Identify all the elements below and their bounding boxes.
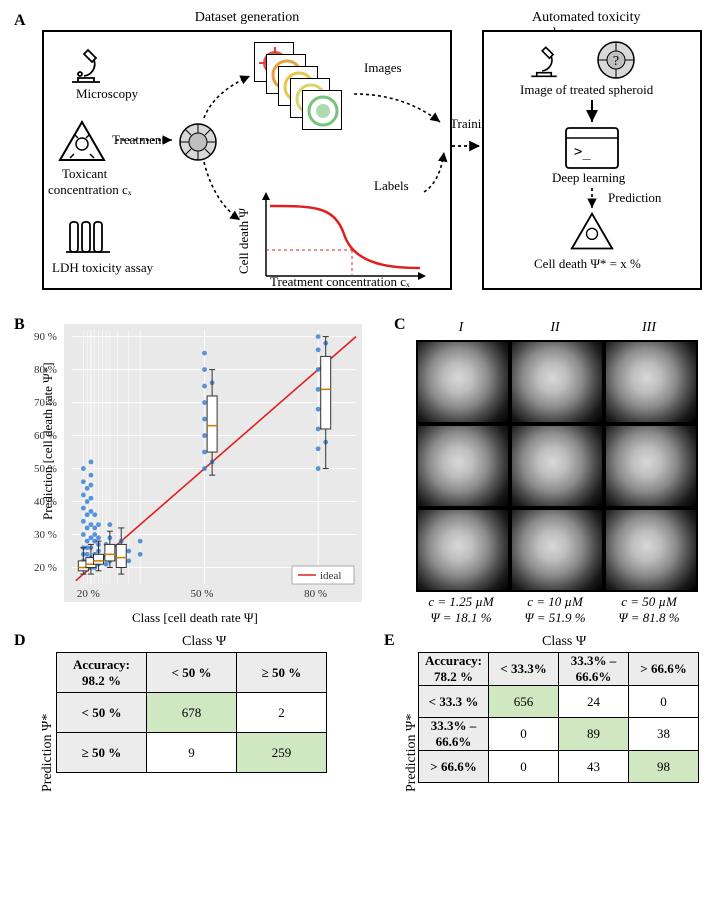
svg-text:ideal: ideal	[320, 570, 341, 582]
d-top: Class Ψ	[182, 634, 226, 650]
panel-c: C I II III c = 1.25 µM Ψ = 18.1 % c = 10…	[394, 322, 714, 630]
terminal-icon: >_	[564, 126, 620, 170]
panels-de: D E Class Ψ Prediction Ψ* Accuracy:98.2 …	[12, 632, 712, 832]
panel-c-label: C	[394, 316, 406, 334]
spheroid-icon	[176, 120, 220, 164]
toxicant-out-icon	[568, 210, 616, 254]
arrow-training	[452, 134, 486, 158]
cap2c: c = 10 µM	[527, 594, 583, 609]
cap2p: Ψ = 51.9 %	[524, 610, 585, 625]
cap2: c = 10 µM Ψ = 51.9 %	[508, 594, 602, 627]
sph-3-1	[418, 510, 508, 590]
sph-2-3	[606, 426, 696, 506]
svg-text:?: ?	[613, 54, 619, 69]
mini-dose-chart: Cell death Ψ Treatment concentration cₓ	[244, 190, 434, 290]
sph-3-2	[512, 510, 602, 590]
spheroid-grid	[416, 340, 698, 592]
sph-3-3	[606, 510, 696, 590]
label-treatment: Treatment	[112, 132, 165, 148]
cap3: c = 50 µM Ψ = 81.8 %	[602, 594, 696, 627]
microscope2-icon	[524, 40, 564, 80]
cap1: c = 1.25 µM Ψ = 18.1 %	[414, 594, 508, 627]
box-readout: ? Image of treated spheroid >_ Deep lear…	[482, 30, 702, 290]
label-cd-out: Cell death Ψ* = x %	[534, 256, 641, 272]
title-dataset-generation: Dataset generation	[195, 10, 300, 26]
toxicant-icon	[56, 118, 108, 166]
d-left: Prediction Ψ*	[40, 714, 56, 792]
sph-1-1	[418, 342, 508, 422]
panel-b-label: B	[14, 316, 25, 334]
label-toxicant2: concentration cₓ	[48, 182, 132, 198]
panel-e-label: E	[384, 632, 395, 650]
label-prediction: Prediction	[608, 190, 661, 206]
spheroid-q-icon: ?	[594, 38, 638, 82]
cap3p: Ψ = 81.8 %	[618, 610, 679, 625]
cap3c: c = 50 µM	[621, 594, 677, 609]
label-deep: Deep learning	[552, 170, 625, 186]
mini-xlabel: Treatment concentration cₓ	[270, 274, 410, 290]
sph-1-3	[606, 342, 696, 422]
box-dataset: Microscopy Treatment Toxicant concentrat…	[42, 30, 452, 290]
label-image-of: Image of treated spheroid	[520, 82, 653, 98]
chart-b-svg: ideal	[64, 324, 362, 602]
panel-d-label: D	[14, 632, 26, 650]
colhead-2: II	[510, 320, 600, 336]
panel-a-label: A	[14, 12, 26, 30]
svg-text:>_: >_	[574, 144, 591, 160]
sph-1-2	[512, 342, 602, 422]
panel-b-xlabel: Class [cell death rate Ψ]	[132, 610, 258, 626]
mini-ylabel: Cell death Ψ	[236, 208, 252, 274]
colhead-1: I	[416, 320, 506, 336]
figure: A Dataset generation Automated toxicity …	[12, 12, 712, 832]
cap1p: Ψ = 18.1 %	[430, 610, 491, 625]
sph-2-2	[512, 426, 602, 506]
chart-b: ideal	[64, 324, 362, 602]
microscope-icon	[64, 42, 108, 86]
label-images: Images	[364, 60, 402, 76]
label-microscopy: Microscopy	[76, 86, 138, 102]
colhead-3: III	[604, 320, 694, 336]
label-ldh: LDH toxicity assay	[52, 260, 153, 276]
panel-a: A Dataset generation Automated toxicity …	[12, 12, 712, 312]
cap1c: c = 1.25 µM	[428, 594, 493, 609]
e-top: Class Ψ	[542, 634, 586, 650]
ldh-icon	[64, 216, 112, 260]
sph-2-1	[418, 426, 508, 506]
label-toxicant1: Toxicant	[62, 166, 107, 182]
